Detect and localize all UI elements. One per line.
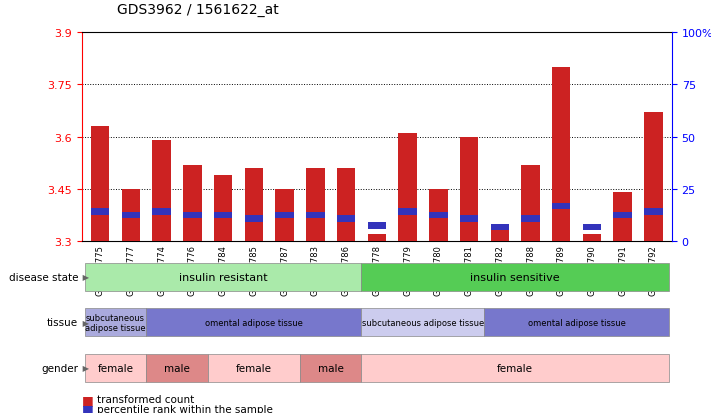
Bar: [614, 193, 632, 242]
Text: ▶: ▶: [80, 318, 89, 327]
Bar: [491, 225, 509, 231]
Bar: [644, 113, 663, 242]
Bar: [552, 204, 570, 210]
Bar: [460, 216, 479, 222]
Bar: [214, 212, 232, 218]
Text: female: female: [236, 363, 272, 373]
Bar: [429, 212, 447, 218]
Bar: [460, 137, 479, 242]
Bar: [398, 134, 417, 242]
Bar: [368, 235, 386, 242]
Text: ▶: ▶: [80, 273, 89, 282]
Text: tissue: tissue: [47, 318, 78, 328]
Bar: [152, 141, 171, 242]
Text: ■: ■: [82, 402, 94, 413]
Bar: [152, 209, 171, 215]
Bar: [275, 212, 294, 218]
Bar: [183, 165, 202, 242]
Text: female: female: [97, 363, 134, 373]
Bar: [245, 216, 263, 222]
Bar: [306, 169, 325, 242]
Text: male: male: [318, 363, 343, 373]
Bar: [644, 209, 663, 215]
Text: omental adipose tissue: omental adipose tissue: [528, 318, 626, 327]
Bar: [306, 212, 325, 218]
Text: female: female: [497, 363, 533, 373]
Bar: [214, 176, 232, 242]
Bar: [614, 212, 632, 218]
Text: transformed count: transformed count: [97, 394, 195, 404]
Text: male: male: [164, 363, 190, 373]
Text: disease state: disease state: [9, 272, 78, 282]
Bar: [552, 68, 570, 242]
Bar: [521, 216, 540, 222]
Bar: [245, 169, 263, 242]
Bar: [337, 169, 356, 242]
Bar: [521, 165, 540, 242]
Bar: [275, 190, 294, 242]
Bar: [491, 228, 509, 242]
Text: percentile rank within the sample: percentile rank within the sample: [97, 404, 273, 413]
Text: subcutaneous
adipose tissue: subcutaneous adipose tissue: [85, 313, 146, 332]
Text: ▶: ▶: [80, 363, 89, 373]
Text: ■: ■: [82, 393, 94, 406]
Bar: [91, 209, 109, 215]
Text: insulin resistant: insulin resistant: [179, 272, 267, 282]
Text: omental adipose tissue: omental adipose tissue: [205, 318, 303, 327]
Bar: [583, 235, 602, 242]
Bar: [398, 209, 417, 215]
Bar: [122, 190, 140, 242]
Bar: [183, 212, 202, 218]
Bar: [368, 223, 386, 229]
Bar: [429, 190, 447, 242]
Text: GDS3962 / 1561622_at: GDS3962 / 1561622_at: [117, 2, 279, 17]
Text: gender: gender: [41, 363, 78, 373]
Bar: [337, 216, 356, 222]
Text: insulin sensitive: insulin sensitive: [471, 272, 560, 282]
Bar: [122, 212, 140, 218]
Text: subcutaneous adipose tissue: subcutaneous adipose tissue: [362, 318, 484, 327]
Bar: [583, 225, 602, 231]
Bar: [91, 127, 109, 242]
